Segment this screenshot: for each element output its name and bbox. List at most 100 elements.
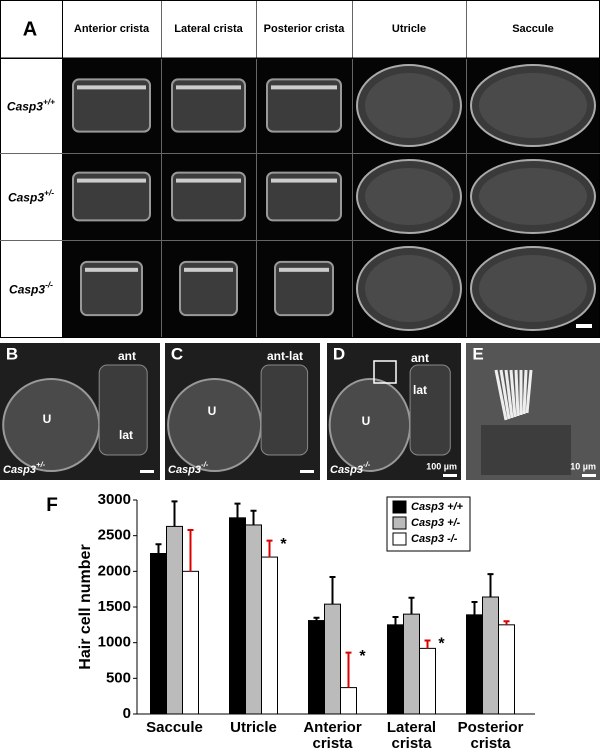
scale-bar: [300, 470, 314, 473]
inset-box: [373, 360, 397, 384]
legend-swatch: [392, 500, 407, 514]
bar: [229, 517, 246, 715]
genotype-superscript: +/-: [44, 188, 54, 198]
significance-mark: *: [280, 536, 287, 553]
gene-name: Casp3: [9, 283, 45, 297]
bar: [482, 596, 499, 715]
tissue-band: [85, 267, 138, 272]
scale-bar: [582, 474, 596, 477]
bar: [498, 624, 515, 715]
scale-label: 100 µm: [426, 461, 457, 471]
bar: [166, 525, 183, 715]
tissue: [179, 260, 238, 317]
bar: [387, 624, 404, 715]
x-tick-label: Saccule: [146, 719, 203, 736]
stereocilia: [494, 369, 508, 421]
stereocilia: [525, 369, 533, 414]
significance-mark: *: [438, 636, 445, 653]
significance-mark: *: [359, 648, 366, 665]
tissue: [266, 171, 342, 222]
tissue: [167, 378, 263, 472]
y-tick-label: 500: [106, 669, 131, 686]
stereocilia: [514, 369, 520, 417]
x-tick-label: Utricle: [230, 719, 277, 736]
panel-label: F: [46, 495, 58, 516]
tissue: [171, 171, 246, 222]
y-tick-label: 3000: [98, 491, 131, 508]
tissue: [72, 78, 151, 133]
genotype-superscript: -/-: [45, 280, 53, 290]
genotype-superscript: -/-: [363, 460, 371, 469]
region-label: U: [362, 414, 371, 428]
tissue-texture: [365, 255, 453, 322]
genotype-label: Casp3-/-: [330, 460, 371, 476]
y-tick-label: 2000: [98, 562, 131, 579]
column-header: Lateral crista: [174, 23, 243, 35]
y-tick-label: 1500: [98, 598, 131, 615]
tissue: [266, 78, 342, 133]
scale-bar: [443, 474, 457, 477]
column-header: Posterior crista: [263, 23, 345, 35]
tissue: [171, 78, 246, 133]
tissue-band: [271, 85, 337, 90]
region-label: ant: [118, 349, 136, 363]
bar: [182, 570, 199, 715]
tissue-texture: [365, 73, 453, 138]
tissue-texture: [479, 255, 587, 322]
gene-name: Casp3: [3, 464, 36, 476]
genotype-label: Casp3+/+: [7, 97, 55, 114]
error-bar: [503, 620, 510, 625]
bar: [261, 556, 278, 715]
region-label: U: [208, 404, 217, 418]
x-tick-label: Anterior crista: [303, 719, 362, 752]
genotype-superscript: -/-: [201, 460, 209, 469]
header-bg: [0, 0, 600, 59]
bar: [245, 524, 262, 715]
x-tick-label: Lateral crista: [386, 719, 437, 752]
stereocilia: [504, 369, 514, 419]
column-header: Utricle: [391, 23, 427, 35]
error-bar: [329, 576, 336, 605]
bar: [150, 553, 167, 715]
legend-label: Casp3 +/-: [411, 517, 461, 529]
error-bar: [266, 539, 273, 558]
region-label: lat: [119, 428, 133, 442]
error-bar: [392, 615, 399, 625]
tissue: [409, 364, 451, 456]
region-label: ant: [411, 351, 429, 365]
tissue: [274, 260, 334, 317]
y-axis-title: Hair cell number: [77, 544, 94, 669]
region-label: U: [43, 412, 52, 426]
error-bar: [487, 573, 494, 598]
bar: [466, 614, 483, 715]
genotype-superscript: +/-: [36, 460, 46, 469]
genotype-label: Casp3+/-: [8, 188, 54, 205]
stereocilia: [509, 369, 517, 418]
scale-bar: [140, 470, 154, 473]
tissue-texture: [365, 168, 453, 225]
bar: [403, 613, 420, 715]
legend-swatch: [392, 516, 407, 530]
gene-name: Casp3: [330, 464, 363, 476]
tissue-band: [77, 85, 146, 90]
legend-label: Casp3 -/-: [411, 533, 458, 545]
y-tick-label: 1000: [98, 634, 131, 651]
genotype-superscript: +/+: [43, 97, 55, 107]
error-bar: [234, 502, 241, 518]
panel-label: C: [171, 344, 183, 363]
bar: [324, 603, 341, 715]
gene-name: Casp3: [7, 100, 43, 114]
column-header: Saccule: [512, 23, 554, 35]
tissue: [260, 364, 309, 456]
y-tick-label: 0: [123, 705, 131, 722]
tissue-band: [184, 267, 233, 272]
error-bar: [408, 596, 415, 615]
tissue-band: [279, 267, 329, 272]
tissue: [80, 260, 143, 317]
bar: [308, 620, 325, 715]
gene-name: Casp3: [168, 464, 201, 476]
cell-mosaic: [481, 425, 571, 475]
legend-swatch: [392, 532, 407, 546]
